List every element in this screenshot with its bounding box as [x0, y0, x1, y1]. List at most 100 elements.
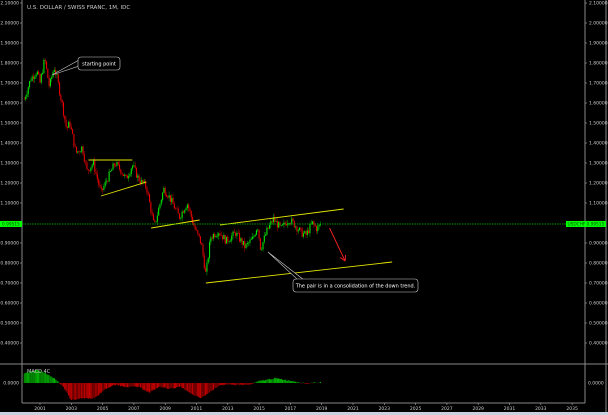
candle [172, 197, 174, 204]
macd-bar [159, 383, 161, 387]
macd-bar [130, 383, 132, 387]
macd-bar [191, 383, 194, 395]
macd-bar [263, 380, 265, 383]
macd-bar [229, 383, 232, 385]
candle [305, 231, 307, 235]
macd-bar [91, 383, 93, 399]
candle [223, 235, 225, 240]
macd-bar [104, 383, 106, 389]
macd-bar [195, 383, 198, 396]
candle [70, 127, 72, 130]
candle [72, 129, 74, 135]
macd-bar [278, 378, 280, 383]
candle [225, 236, 228, 244]
callout-starting-point[interactable]: starting point [51, 56, 121, 76]
macd-bar [87, 383, 89, 399]
candle [160, 200, 162, 205]
macd-bar [164, 383, 166, 388]
candle [246, 242, 248, 244]
candle [292, 218, 294, 221]
candle [280, 225, 282, 226]
candle [150, 202, 152, 213]
y-axis-left[interactable]: 2.10000 2.00000 1.90000 1.80000 1.70000 1.600… [0, 1, 22, 347]
macd-bar [44, 372, 46, 383]
candle [198, 233, 200, 237]
macd-bar [176, 383, 178, 388]
candle [229, 240, 231, 242]
macd-bar [124, 383, 126, 387]
y-axis-right[interactable]: 2.10000 2.00000 1.90000 1.80000 1.70000 1.600… [585, 1, 608, 347]
candle [211, 237, 213, 239]
macd-bar [204, 383, 207, 396]
annotations [88, 159, 393, 284]
candle [297, 230, 299, 232]
callout-consolidation[interactable]: The pair is in a consolidation of the do… [267, 251, 419, 293]
candle [313, 221, 315, 225]
macd-bar [249, 383, 251, 385]
macd-bar [108, 383, 110, 388]
macd-bar [88, 383, 91, 398]
symbol-label-text: USDCHF [568, 222, 586, 228]
macd-bar [150, 383, 152, 392]
macd-bar [250, 383, 252, 385]
macd-bar [220, 383, 222, 385]
candle [193, 223, 195, 226]
candle [180, 217, 182, 219]
candle [186, 204, 188, 208]
candle [283, 222, 285, 225]
candle [252, 236, 254, 240]
candle [177, 208, 179, 214]
macd-bar [292, 381, 294, 383]
x-axis[interactable]: 2001 2003 2005 2007 2009 2011 2013 2015 2017 2019… [34, 403, 578, 412]
price-label-left-text: 0.99515 [2, 222, 20, 228]
macd-bar [58, 383, 61, 384]
candle [79, 151, 81, 153]
candle [257, 229, 259, 231]
arrowhead-icon [340, 257, 346, 262]
macd-bar [203, 383, 205, 396]
x-tick-label: 2011 [191, 406, 203, 412]
macd-bar [142, 383, 144, 390]
candle [207, 258, 209, 263]
y-tick-label: 1.30000 [589, 161, 608, 167]
y-tick-label: 1.90000 [0, 41, 19, 47]
y-tick-label: 1.20000 [0, 181, 19, 187]
macd-bar [178, 383, 181, 388]
macd-bar [238, 383, 241, 386]
candle [282, 224, 284, 226]
x-tick-label: 2033 [535, 406, 547, 412]
y-tick-label: 0.50000 [589, 321, 608, 327]
candle [121, 173, 123, 175]
macd-bar [284, 379, 286, 383]
candle [44, 59, 46, 62]
candle [227, 236, 229, 242]
candle [208, 242, 211, 259]
macd-bar [120, 383, 122, 387]
y-tick-label: 0.90000 [589, 241, 608, 247]
candle [274, 217, 276, 222]
macd-bar [161, 383, 164, 388]
candle [291, 218, 293, 224]
candle [235, 232, 237, 236]
macd-bar [40, 371, 42, 383]
x-tick-label: 2001 [34, 406, 46, 412]
candle [60, 94, 62, 100]
macd-bar [296, 382, 298, 383]
macd-bar [122, 383, 125, 387]
macd-bar [293, 381, 295, 383]
macd-bar [212, 383, 215, 390]
macd-bar [167, 383, 169, 389]
macd-bar [177, 383, 179, 387]
callout-text: The pair is in a consolidation of the do… [295, 284, 416, 290]
candle [75, 146, 78, 153]
candle [315, 226, 318, 232]
macd-bar [34, 370, 36, 383]
candle [202, 244, 204, 256]
macd-bar [171, 383, 173, 388]
candle [32, 76, 35, 79]
macd-bar [100, 383, 102, 393]
macd-bar [126, 383, 129, 388]
macd-bar [129, 383, 131, 387]
